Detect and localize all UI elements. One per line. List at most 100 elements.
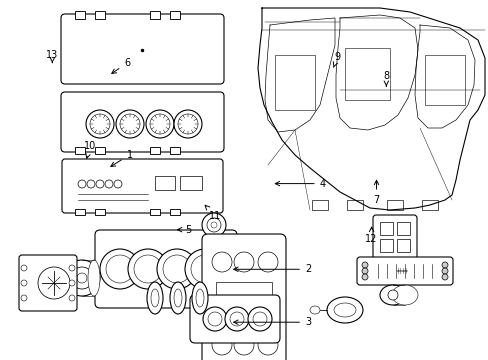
Circle shape — [247, 307, 271, 331]
FancyBboxPatch shape — [356, 257, 452, 285]
Circle shape — [258, 252, 278, 272]
Circle shape — [105, 180, 113, 188]
FancyBboxPatch shape — [372, 215, 416, 259]
Bar — [346, 200, 362, 210]
Ellipse shape — [391, 285, 417, 305]
Circle shape — [120, 114, 140, 134]
Bar — [274, 55, 314, 110]
FancyBboxPatch shape — [62, 159, 223, 213]
Circle shape — [163, 255, 191, 283]
Circle shape — [206, 218, 221, 232]
Ellipse shape — [379, 285, 405, 305]
Bar — [75, 209, 85, 215]
Circle shape — [100, 249, 140, 289]
Bar — [424, 55, 464, 105]
Bar — [75, 147, 85, 154]
Ellipse shape — [170, 282, 185, 314]
Circle shape — [178, 114, 198, 134]
Circle shape — [441, 274, 447, 280]
Circle shape — [90, 114, 110, 134]
Text: 5: 5 — [177, 225, 191, 235]
Circle shape — [157, 249, 197, 289]
Circle shape — [69, 295, 75, 301]
Bar — [396, 222, 409, 235]
Text: 10: 10 — [84, 141, 97, 158]
Bar — [75, 11, 85, 19]
Ellipse shape — [174, 289, 182, 307]
Circle shape — [69, 265, 75, 271]
Circle shape — [212, 335, 231, 355]
Ellipse shape — [326, 297, 362, 323]
Circle shape — [21, 265, 27, 271]
Circle shape — [441, 262, 447, 268]
Circle shape — [116, 110, 143, 138]
Circle shape — [87, 180, 95, 188]
Ellipse shape — [333, 303, 355, 317]
Circle shape — [96, 180, 104, 188]
Bar — [386, 200, 402, 210]
Text: 3: 3 — [233, 317, 310, 327]
Bar — [345, 48, 389, 100]
Text: 9: 9 — [333, 52, 340, 67]
FancyBboxPatch shape — [202, 234, 285, 360]
Bar — [150, 147, 160, 154]
Text: 8: 8 — [383, 71, 388, 86]
Circle shape — [21, 280, 27, 286]
Circle shape — [146, 110, 174, 138]
FancyBboxPatch shape — [95, 230, 237, 308]
Ellipse shape — [88, 260, 100, 296]
Bar — [396, 239, 409, 252]
Circle shape — [38, 267, 70, 299]
Bar — [95, 209, 105, 215]
Circle shape — [77, 273, 87, 283]
Bar — [155, 176, 175, 190]
Circle shape — [234, 252, 253, 272]
FancyBboxPatch shape — [61, 92, 224, 152]
Circle shape — [69, 280, 75, 286]
Circle shape — [150, 114, 170, 134]
Circle shape — [128, 249, 168, 289]
Bar — [150, 11, 160, 19]
Text: 12: 12 — [365, 227, 377, 244]
Bar — [170, 11, 180, 19]
Circle shape — [203, 307, 226, 331]
Ellipse shape — [196, 289, 203, 307]
Bar — [180, 176, 202, 190]
FancyBboxPatch shape — [190, 295, 280, 343]
Ellipse shape — [147, 282, 163, 314]
Bar — [311, 200, 327, 210]
Circle shape — [202, 213, 225, 237]
Bar — [379, 222, 392, 235]
Bar — [216, 282, 271, 322]
Circle shape — [78, 180, 86, 188]
Bar — [95, 147, 105, 154]
Circle shape — [134, 255, 162, 283]
Text: 7: 7 — [373, 180, 379, 205]
Circle shape — [441, 268, 447, 274]
Circle shape — [224, 307, 248, 331]
Text: 2: 2 — [233, 264, 310, 274]
Bar — [170, 147, 180, 154]
Circle shape — [114, 180, 122, 188]
Bar — [95, 11, 105, 19]
Circle shape — [64, 260, 100, 296]
Circle shape — [174, 110, 202, 138]
Bar — [421, 200, 437, 210]
Circle shape — [361, 268, 367, 274]
Ellipse shape — [151, 289, 159, 307]
FancyBboxPatch shape — [19, 255, 77, 311]
Circle shape — [229, 312, 244, 326]
FancyBboxPatch shape — [61, 14, 224, 84]
Bar — [170, 209, 180, 215]
Circle shape — [212, 252, 231, 272]
Circle shape — [207, 312, 222, 326]
Circle shape — [71, 267, 93, 289]
Circle shape — [258, 335, 278, 355]
Ellipse shape — [309, 306, 319, 314]
Circle shape — [361, 262, 367, 268]
Text: ╪╪╪╪: ╪╪╪╪ — [395, 268, 407, 274]
Text: 13: 13 — [46, 50, 59, 63]
Circle shape — [21, 295, 27, 301]
Circle shape — [106, 255, 134, 283]
Circle shape — [86, 110, 114, 138]
